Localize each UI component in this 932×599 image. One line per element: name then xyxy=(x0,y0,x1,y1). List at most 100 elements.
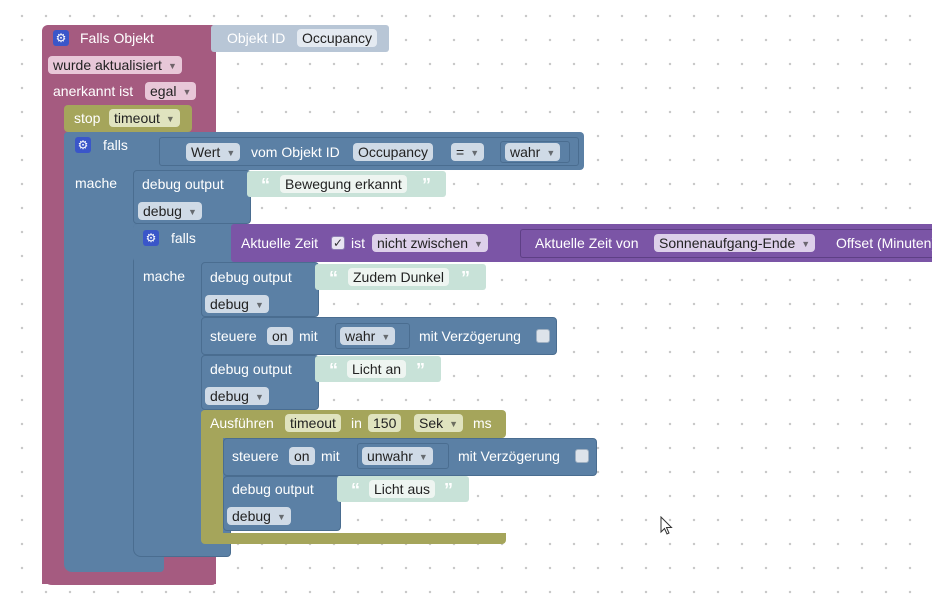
stop-timeout-dropdown[interactable]: timeout ▼ xyxy=(109,109,180,127)
debug-output-label-4: debug output xyxy=(232,481,314,497)
acknowledged-dropdown[interactable]: egal ▼ xyxy=(145,82,197,100)
chevron-down-icon: ▼ xyxy=(167,61,177,71)
steuere-block-2[interactable] xyxy=(223,438,597,476)
steuere-label-2: steuere xyxy=(232,448,279,464)
aktuelle-zeit-checkbox[interactable]: ✓ xyxy=(331,236,345,250)
astro-time-block[interactable] xyxy=(520,229,932,258)
value-label: wahr xyxy=(510,144,541,160)
trigger-block-bottom-bar xyxy=(42,572,216,584)
time-mode-dropdown[interactable]: nicht zwischen ▼ xyxy=(372,234,488,252)
chevron-down-icon: ▼ xyxy=(418,452,428,462)
steuere-value-block-1[interactable] xyxy=(335,323,410,349)
chevron-down-icon: ▼ xyxy=(254,300,264,310)
debug-output-label-3: debug output xyxy=(210,361,292,377)
sun-event-dropdown[interactable]: Sonnenaufgang-Ende ▼ xyxy=(654,234,816,252)
stop-label: stop xyxy=(74,110,101,126)
updated-dropdown[interactable]: wurde aktualisiert ▼ xyxy=(48,56,182,74)
debug-level-label-2: debug xyxy=(210,296,249,312)
steuere-delay-checkbox-1[interactable] xyxy=(536,329,550,343)
value-dropdown[interactable]: wahr ▼ xyxy=(505,143,561,161)
wert-dropdown[interactable]: Wert ▼ xyxy=(186,143,241,161)
debug-level-dropdown-3[interactable]: debug ▼ xyxy=(205,387,269,405)
chevron-down-icon: ▼ xyxy=(546,148,556,158)
if-falls-label: falls xyxy=(103,137,128,153)
chevron-down-icon: ▼ xyxy=(182,87,192,97)
acknowledged-label: anerkannt ist xyxy=(53,83,134,99)
steuere-value-block-2[interactable] xyxy=(357,443,449,469)
steuere-delay-label-2: mit Verzögerung xyxy=(458,448,560,464)
if-mache-label: mache xyxy=(75,175,118,191)
quote-open-icon: “ xyxy=(329,360,338,380)
debug-level-dropdown-2[interactable]: debug ▼ xyxy=(205,295,269,313)
offset-label: Offset (Minuten) xyxy=(836,235,932,251)
gear-icon[interactable]: ⚙ xyxy=(143,230,159,246)
inner-if-mache-label: mache xyxy=(143,268,186,284)
updated-dropdown-label: wurde aktualisiert xyxy=(53,57,162,73)
steuere-mit-2: mit xyxy=(321,448,340,464)
debug-level-dropdown-1[interactable]: debug ▼ xyxy=(138,202,202,220)
chevron-down-icon: ▼ xyxy=(187,207,197,217)
steuere-value-label-2: unwahr xyxy=(367,448,413,464)
chevron-down-icon: ▼ xyxy=(226,148,236,158)
quote-open-icon: “ xyxy=(261,175,270,195)
operator-label: = xyxy=(456,144,465,160)
ausfuehren-ms: ms xyxy=(473,415,492,431)
time-condition-block[interactable] xyxy=(231,224,932,262)
chevron-down-icon: ▼ xyxy=(165,114,175,124)
steuere-delay-checkbox-2[interactable] xyxy=(575,449,589,463)
chevron-down-icon: ▼ xyxy=(449,419,459,429)
quote-open-icon: “ xyxy=(351,480,360,500)
ausfuehren-amount[interactable]: 150 xyxy=(368,414,402,432)
wert-label: Wert xyxy=(191,144,221,160)
gear-icon[interactable]: ⚙ xyxy=(75,137,91,153)
ist-label: ist xyxy=(351,235,365,251)
aktuelle-zeit-label: Aktuelle Zeit xyxy=(241,235,319,251)
chevron-down-icon: ▼ xyxy=(381,332,391,342)
ausfuehren-unit-label: Sek xyxy=(419,415,444,431)
objekt-id-label: Objekt ID xyxy=(227,30,286,46)
debug-level-label-3: debug xyxy=(210,388,249,404)
quote-close-icon: ” xyxy=(416,360,425,380)
stop-timeout-label: timeout xyxy=(114,110,160,126)
trigger-title: Falls Objekt xyxy=(80,30,154,46)
debug-text-1[interactable]: Bewegung erkannt xyxy=(280,175,407,193)
objekt-id-value[interactable]: Occupancy xyxy=(297,29,378,47)
steuere-label-1: steuere xyxy=(210,328,257,344)
sun-event-label: Sonnenaufgang-Ende xyxy=(659,235,796,251)
value-block[interactable] xyxy=(500,141,570,163)
debug-text-3[interactable]: Licht an xyxy=(347,360,407,378)
aktuelle-zeit-von-label: Aktuelle Zeit von xyxy=(535,235,639,251)
steuere-target-1[interactable]: on xyxy=(267,327,293,345)
ausfuehren-in: in xyxy=(351,415,362,431)
steuere-delay-label-1: mit Verzögerung xyxy=(419,328,521,344)
objekt-field[interactable]: Occupancy xyxy=(353,143,434,161)
debug-output-label-1: debug output xyxy=(142,176,224,192)
debug-text-4[interactable]: Licht aus xyxy=(369,480,436,498)
acknowledged-dropdown-label: egal xyxy=(150,83,177,99)
chevron-down-icon: ▼ xyxy=(801,239,811,249)
debug-output-label-2: debug output xyxy=(210,269,292,285)
chevron-down-icon: ▼ xyxy=(470,148,480,158)
steuere-value-dropdown-2[interactable]: unwahr ▼ xyxy=(362,447,433,465)
steuere-value-dropdown-1[interactable]: wahr ▼ xyxy=(340,327,396,345)
ausfuehren-timeout[interactable]: timeout xyxy=(285,414,341,432)
steuere-target-2[interactable]: on xyxy=(289,447,315,465)
ausfuehren-unit-dropdown[interactable]: Sek ▼ xyxy=(414,414,464,432)
ausfuehren-footer xyxy=(201,533,506,544)
steuere-mit-1: mit xyxy=(299,328,318,344)
quote-open-icon: “ xyxy=(329,268,338,288)
ausfuehren-block[interactable] xyxy=(201,410,223,544)
chevron-down-icon: ▼ xyxy=(474,239,483,249)
quote-close-icon: ” xyxy=(461,268,470,288)
debug-level-label-1: debug xyxy=(143,203,182,219)
debug-text-2[interactable]: Zudem Dunkel xyxy=(348,268,450,286)
time-mode-label: nicht zwischen xyxy=(377,235,469,251)
gear-icon[interactable]: ⚙ xyxy=(53,30,69,46)
chevron-down-icon: ▼ xyxy=(254,392,264,402)
operator-dropdown[interactable]: = ▼ xyxy=(451,143,485,161)
mouse-cursor-icon xyxy=(660,516,673,535)
quote-close-icon: ” xyxy=(444,480,453,500)
debug-level-dropdown-4[interactable]: debug ▼ xyxy=(227,507,291,525)
vom-objekt-label: vom Objekt ID xyxy=(251,144,340,160)
ausfuehren-label: Ausführen xyxy=(210,415,274,431)
